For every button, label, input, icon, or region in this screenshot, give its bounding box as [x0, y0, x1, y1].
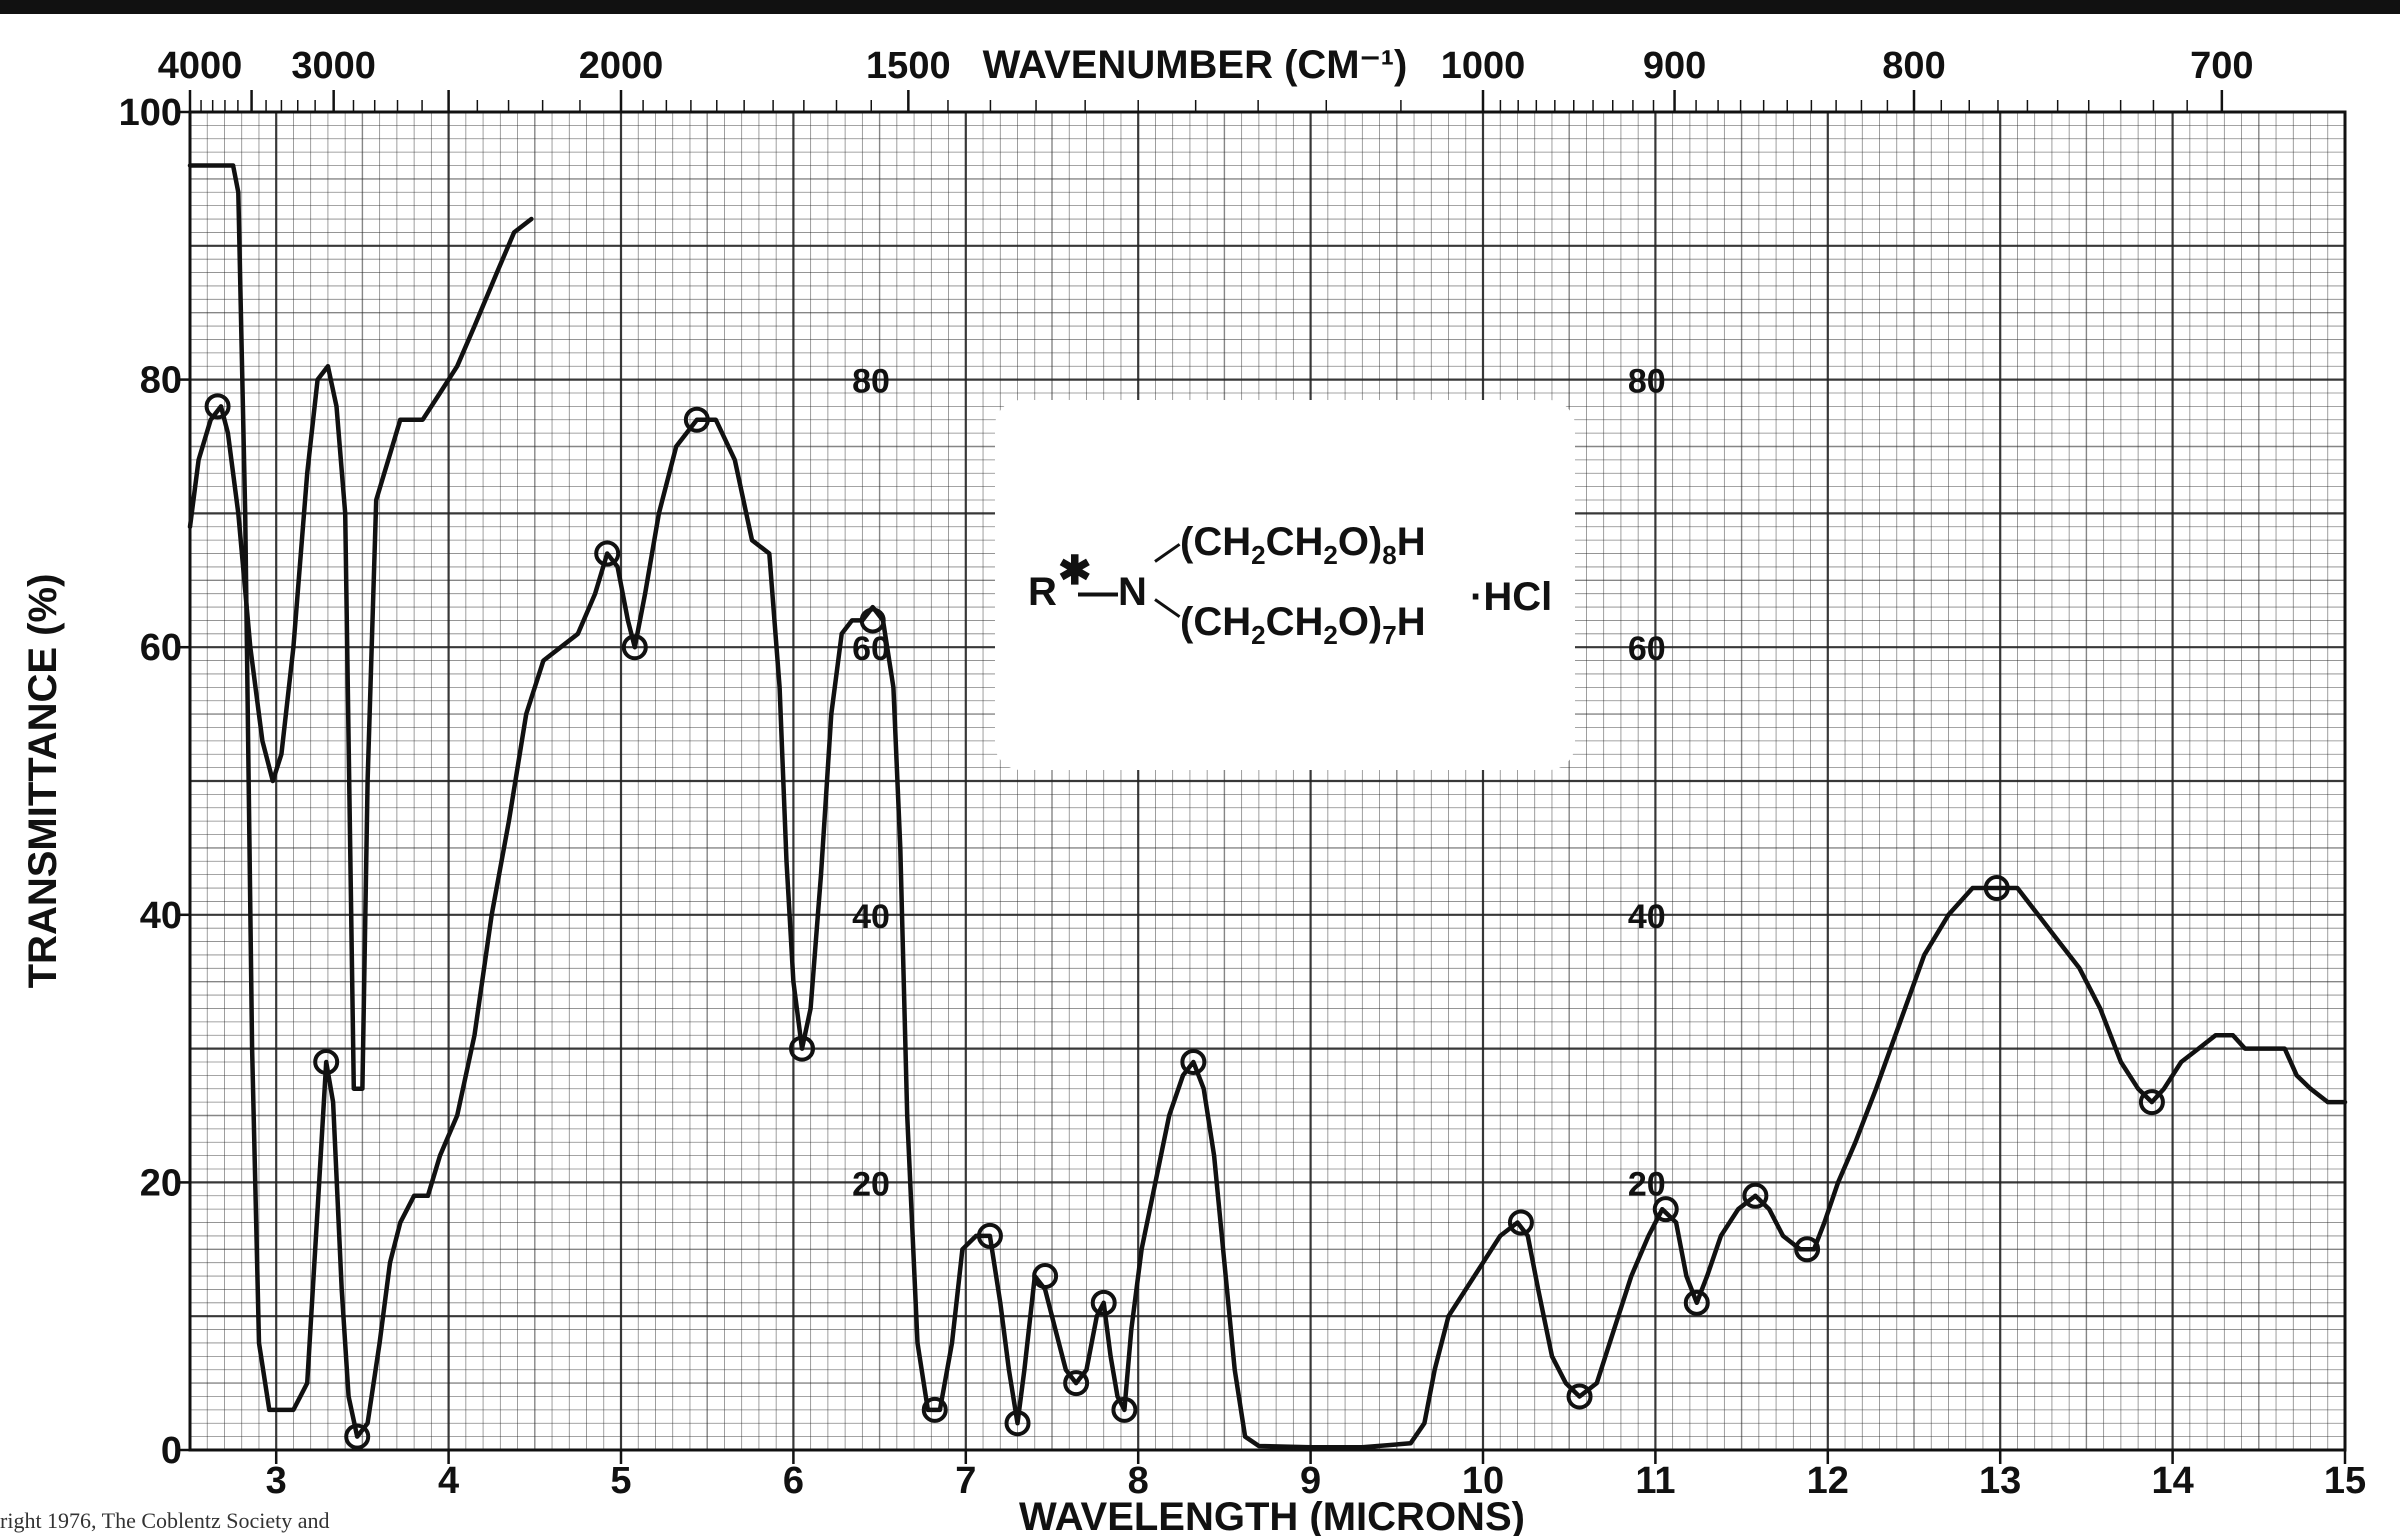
chart-grid: [189, 110, 2347, 1452]
spectrum-line-2: [187, 163, 2348, 1450]
x-tick-label: 7: [955, 1460, 976, 1502]
top-tick-label: 2000: [579, 45, 664, 87]
inner-grid-label: 20: [852, 1165, 890, 1203]
peak-marker: [921, 1396, 948, 1423]
chart-markers: [204, 393, 2165, 1450]
x-tick-label: 13: [1979, 1460, 2021, 1502]
x-tick-label: 9: [1300, 1460, 1321, 1502]
inner-grid-label: 60: [1628, 630, 1666, 668]
chart-frame: [176, 90, 2347, 1464]
formula-branch-up: [1154, 543, 1181, 563]
peak-marker: [1063, 1370, 1090, 1397]
peak-marker: [1111, 1396, 1138, 1423]
spectrum-line-1: [187, 216, 534, 1091]
inner-grid-label: 20: [1628, 1165, 1666, 1203]
peak-marker: [594, 540, 621, 567]
chart-labels: 3 4 5 6 7 8 9 10 11 12 13 14 15 0 20 40 60 80 100 4000 3000 2…: [21, 43, 2366, 1536]
formula-r: R: [1028, 570, 1057, 614]
x-tick-label: 4: [438, 1460, 459, 1502]
peak-marker: [1652, 1196, 1679, 1223]
inner-grid-label: 60: [852, 630, 890, 668]
peak-marker: [683, 406, 710, 433]
inner-grid-label: 80: [852, 363, 890, 401]
top-tick-label: 1000: [1441, 45, 1526, 87]
y-tick-label: 0: [161, 1430, 182, 1472]
peak-marker: [1032, 1263, 1059, 1290]
x-tick-label: 8: [1128, 1460, 1149, 1502]
y-tick-label: 40: [140, 895, 182, 937]
peak-marker: [2138, 1089, 2165, 1116]
peak-marker: [1794, 1236, 1821, 1263]
peak-marker: [859, 607, 886, 634]
x-tick-label: 6: [783, 1460, 804, 1502]
inner-grid-label: 40: [852, 898, 890, 936]
peak-marker: [976, 1222, 1003, 1249]
plot-frame: [188, 110, 2347, 1452]
peak-marker: [1090, 1289, 1117, 1316]
formula-branch-down: [1154, 598, 1181, 618]
y-tick-label: 60: [140, 627, 182, 669]
top-tick-label: 4000: [158, 45, 243, 87]
formula-dash: —: [1078, 570, 1118, 614]
copyright-footnote: right 1976, The Coblentz Society and: [0, 1508, 330, 1533]
peak-marker: [344, 1423, 371, 1450]
x2-axis-title: WAVENUMBER (CM⁻¹): [983, 43, 1408, 87]
x-axis-title: WAVELENGTH (MICRONS): [1019, 1495, 1525, 1536]
x-tick-label: 10: [1462, 1460, 1504, 1502]
y-tick-label: 100: [119, 92, 182, 134]
formula-n: N: [1118, 570, 1147, 614]
formula-box: [995, 400, 1575, 770]
peak-marker: [1507, 1209, 1534, 1236]
top-tick-label: 700: [2190, 45, 2253, 87]
peak-marker: [621, 634, 648, 661]
x-tick-label: 5: [610, 1460, 631, 1502]
y-tick-label: 20: [140, 1162, 182, 1204]
peak-marker: [1683, 1289, 1710, 1316]
structural-formula: R ✱ — N (CH2CH2O)8H (CH2CH2O)7H ·HCl: [1020, 520, 1580, 680]
top-edge-bar: [0, 0, 2400, 14]
inner-grid-label: 40: [1628, 898, 1666, 936]
chart-series: [187, 163, 2348, 1450]
top-tick-label: 900: [1643, 45, 1706, 87]
x-tick-label: 12: [1807, 1460, 1849, 1502]
inner-grid-label: 80: [1628, 363, 1666, 401]
peak-marker: [1004, 1410, 1031, 1437]
top-tick-label: 3000: [291, 45, 376, 87]
formula-hcl: ·HCl: [1470, 575, 1553, 619]
formula-group-8: (CH2CH2O)8H: [1180, 520, 1426, 570]
top-tick-label: 1500: [866, 45, 951, 87]
peak-marker: [313, 1048, 340, 1075]
x-tick-label: 3: [266, 1460, 287, 1502]
x-tick-label: 15: [2324, 1460, 2366, 1502]
top-tick-label: 800: [1882, 45, 1945, 87]
peak-marker: [789, 1035, 816, 1062]
x-tick-label: 14: [2151, 1460, 2193, 1502]
peak-marker: [1983, 875, 2010, 902]
formula-group-7: (CH2CH2O)7H: [1180, 600, 1426, 650]
formula-star: ✱: [1058, 549, 1092, 593]
peak-marker: [1180, 1048, 1207, 1075]
y-tick-label: 80: [140, 360, 182, 402]
peak-marker: [204, 393, 231, 420]
x-tick-label: 11: [1635, 1460, 1675, 1502]
peak-marker: [1742, 1182, 1769, 1209]
y-axis-title: TRANSMITTANCE (%): [21, 574, 65, 989]
peak-marker: [1566, 1383, 1593, 1410]
